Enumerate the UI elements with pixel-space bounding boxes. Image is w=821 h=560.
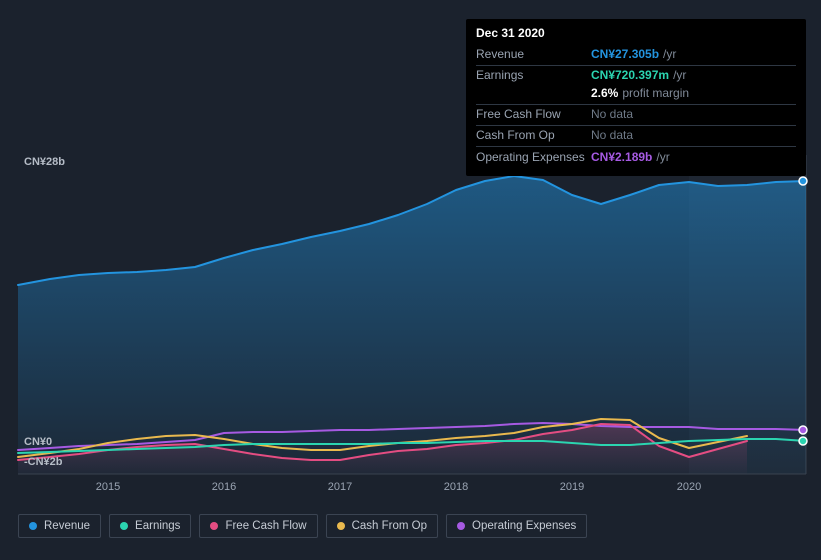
tooltip-row-cfo: Cash From Op No data [476,125,796,146]
tooltip-label: Operating Expenses [476,147,591,168]
tooltip-value: CN¥2.189b/yr [591,147,796,168]
legend-label: Revenue [44,520,90,532]
legend-label: Cash From Op [352,520,427,532]
legend-item-revenue[interactable]: Revenue [18,514,101,538]
y-tick-label: CN¥28b [24,156,65,168]
tooltip-label: Revenue [476,44,591,65]
tooltip-label: Free Cash Flow [476,104,591,125]
legend-swatch [337,522,345,530]
tooltip-row-revenue: Revenue CN¥27.305b/yr [476,44,796,65]
legend-item-earnings[interactable]: Earnings [109,514,191,538]
tooltip-label: Earnings [476,65,591,104]
y-tick-label: -CN¥2b [24,456,63,468]
legend-item-fcf[interactable]: Free Cash Flow [199,514,317,538]
x-tick-label: 2017 [328,481,352,493]
tooltip-label: Cash From Op [476,125,591,146]
tooltip-value: No data [591,104,796,125]
chart-legend: Revenue Earnings Free Cash Flow Cash Fro… [18,514,587,538]
legend-swatch [29,522,37,530]
legend-label: Free Cash Flow [225,520,306,532]
legend-item-cfo[interactable]: Cash From Op [326,514,438,538]
x-tick-label: 2016 [212,481,236,493]
x-tick-label: 2018 [444,481,468,493]
legend-item-opex[interactable]: Operating Expenses [446,514,587,538]
tooltip-value: No data [591,125,796,146]
tooltip-row-fcf: Free Cash Flow No data [476,104,796,125]
legend-swatch [120,522,128,530]
legend-label: Earnings [135,520,180,532]
financials-chart: CN¥28b CN¥0 -CN¥2b 2015 2016 2017 2018 2… [0,0,821,560]
tooltip-row-earnings: Earnings CN¥720.397m/yr 2.6%profit margi… [476,65,796,104]
legend-label: Operating Expenses [472,520,576,532]
tooltip-value: CN¥27.305b/yr [591,44,796,65]
chart-tooltip: Dec 31 2020 Revenue CN¥27.305b/yr Earnin… [466,19,806,176]
x-tick-label: 2015 [96,481,120,493]
tooltip-value: CN¥720.397m/yr 2.6%profit margin [591,65,796,104]
tooltip-table: Revenue CN¥27.305b/yr Earnings CN¥720.39… [476,44,796,167]
tooltip-row-opex: Operating Expenses CN¥2.189b/yr [476,147,796,168]
x-tick-label: 2019 [560,481,584,493]
x-tick-label: 2020 [677,481,701,493]
tooltip-date: Dec 31 2020 [476,25,796,44]
legend-swatch [457,522,465,530]
legend-swatch [210,522,218,530]
y-tick-label: CN¥0 [24,436,52,448]
